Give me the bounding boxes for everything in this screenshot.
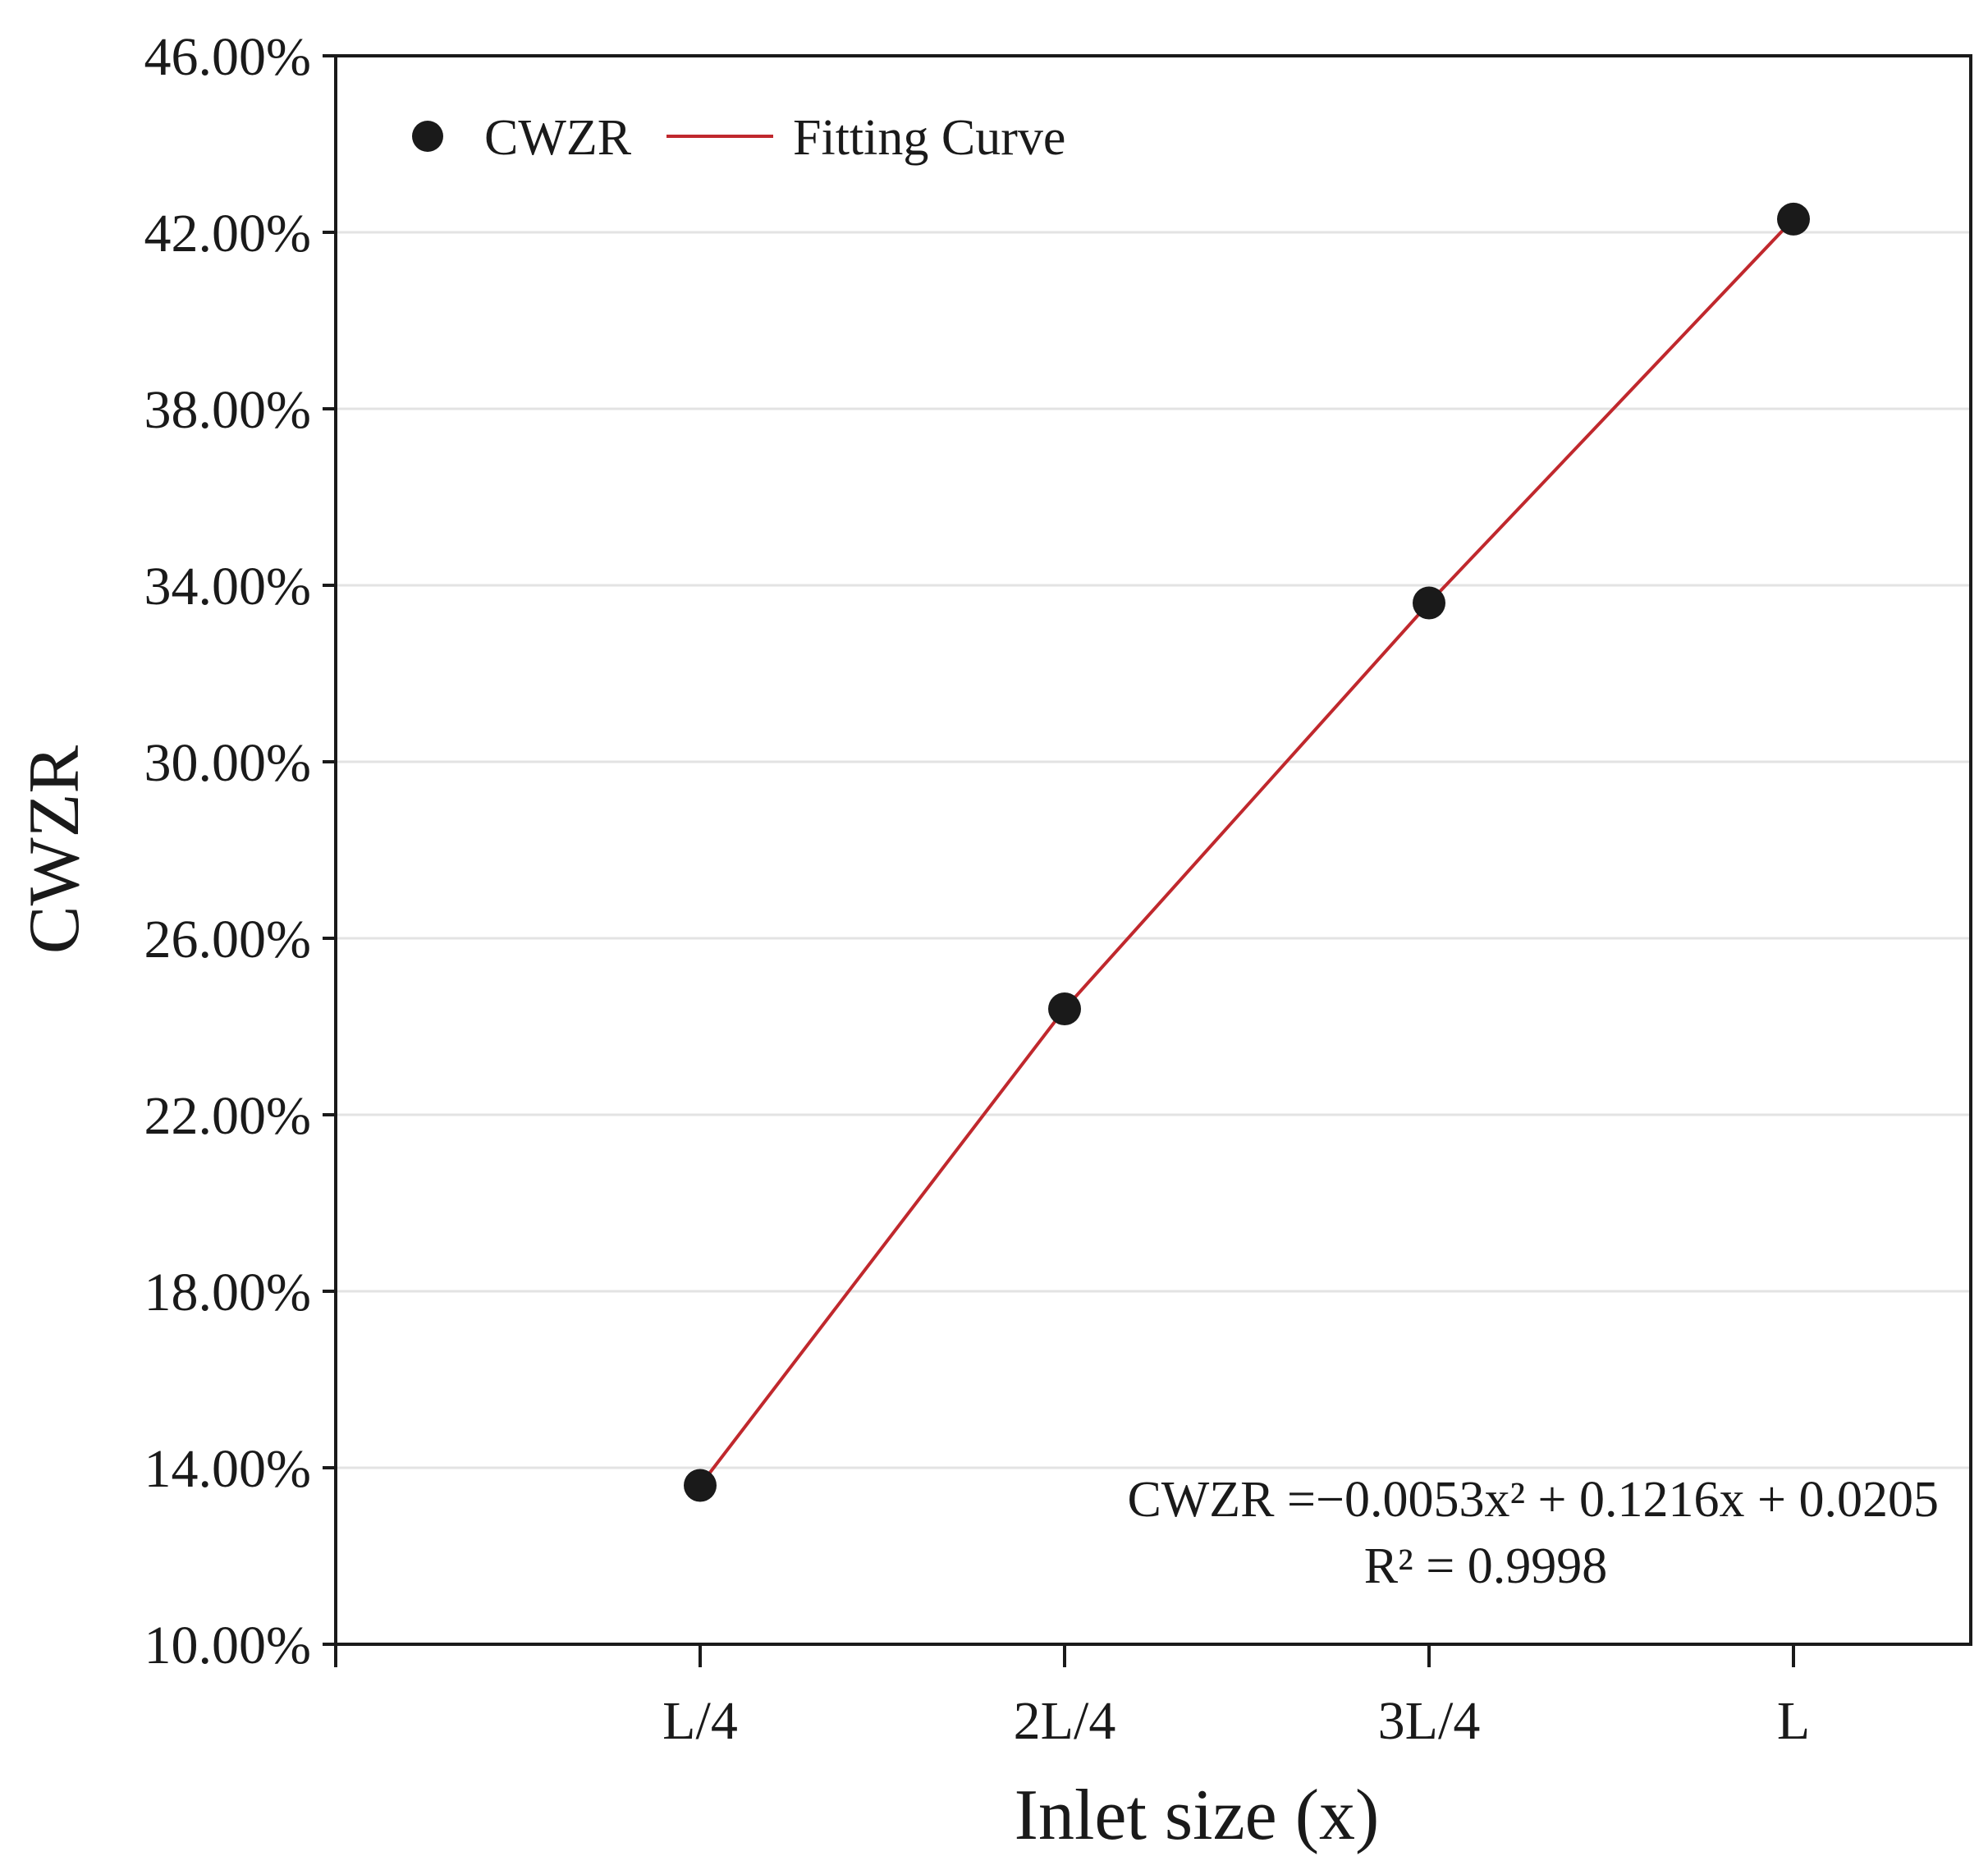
x-tick-label: 3L/4 — [1378, 1691, 1481, 1751]
fitting-curve-layer — [699, 218, 1795, 1487]
y-tick-label: 22.00% — [144, 1086, 311, 1146]
legend-label-cwzr: CWZR — [484, 110, 632, 166]
fitting-curve-line — [699, 218, 1795, 1487]
x-tick-label: L/4 — [662, 1691, 738, 1751]
x-tick-label: L — [1777, 1691, 1810, 1751]
y-axis-title: CWZR — [15, 745, 94, 955]
y-tick-label: 30.00% — [144, 733, 311, 793]
r-squared: R² = 0.9998 — [1364, 1538, 1607, 1594]
x-tick-label: 2L/4 — [1014, 1691, 1116, 1751]
data-point-cwzr — [1048, 992, 1081, 1025]
y-tick-label: 14.00% — [144, 1439, 311, 1499]
x-axis-title: Inlet size (x) — [1015, 1776, 1380, 1855]
y-tick-label: 46.00% — [144, 27, 311, 87]
y-tick-label: 10.00% — [144, 1616, 311, 1675]
data-point-cwzr — [1413, 586, 1445, 620]
y-axis-ticks: 46.00% 42.00% 38.00% 34.00% 30.00% 26.00% 22.0… — [144, 27, 336, 1675]
y-tick-label: 38.00% — [144, 380, 311, 440]
x-axis-ticks: L/4 2L/4 3L/4 L — [334, 1644, 1810, 1751]
legend-marker-cwzr — [412, 121, 443, 152]
data-points-layer — [684, 202, 1810, 1502]
gridlines — [336, 231, 1971, 1469]
data-point-cwzr — [684, 1469, 717, 1502]
data-point-cwzr — [1777, 202, 1810, 236]
y-tick-label: 18.00% — [144, 1263, 311, 1322]
legend: CWZR Fitting Curve — [412, 110, 1065, 166]
y-tick-label: 34.00% — [144, 557, 311, 616]
y-tick-label: 42.00% — [144, 204, 311, 264]
fit-equation: CWZR =−0.0053x² + 0.1216x + 0.0205 — [1127, 1472, 1939, 1528]
y-tick-label: 26.00% — [144, 910, 311, 969]
legend-label-fit: Fitting Curve — [793, 110, 1065, 166]
plot-frame — [334, 54, 1972, 1646]
